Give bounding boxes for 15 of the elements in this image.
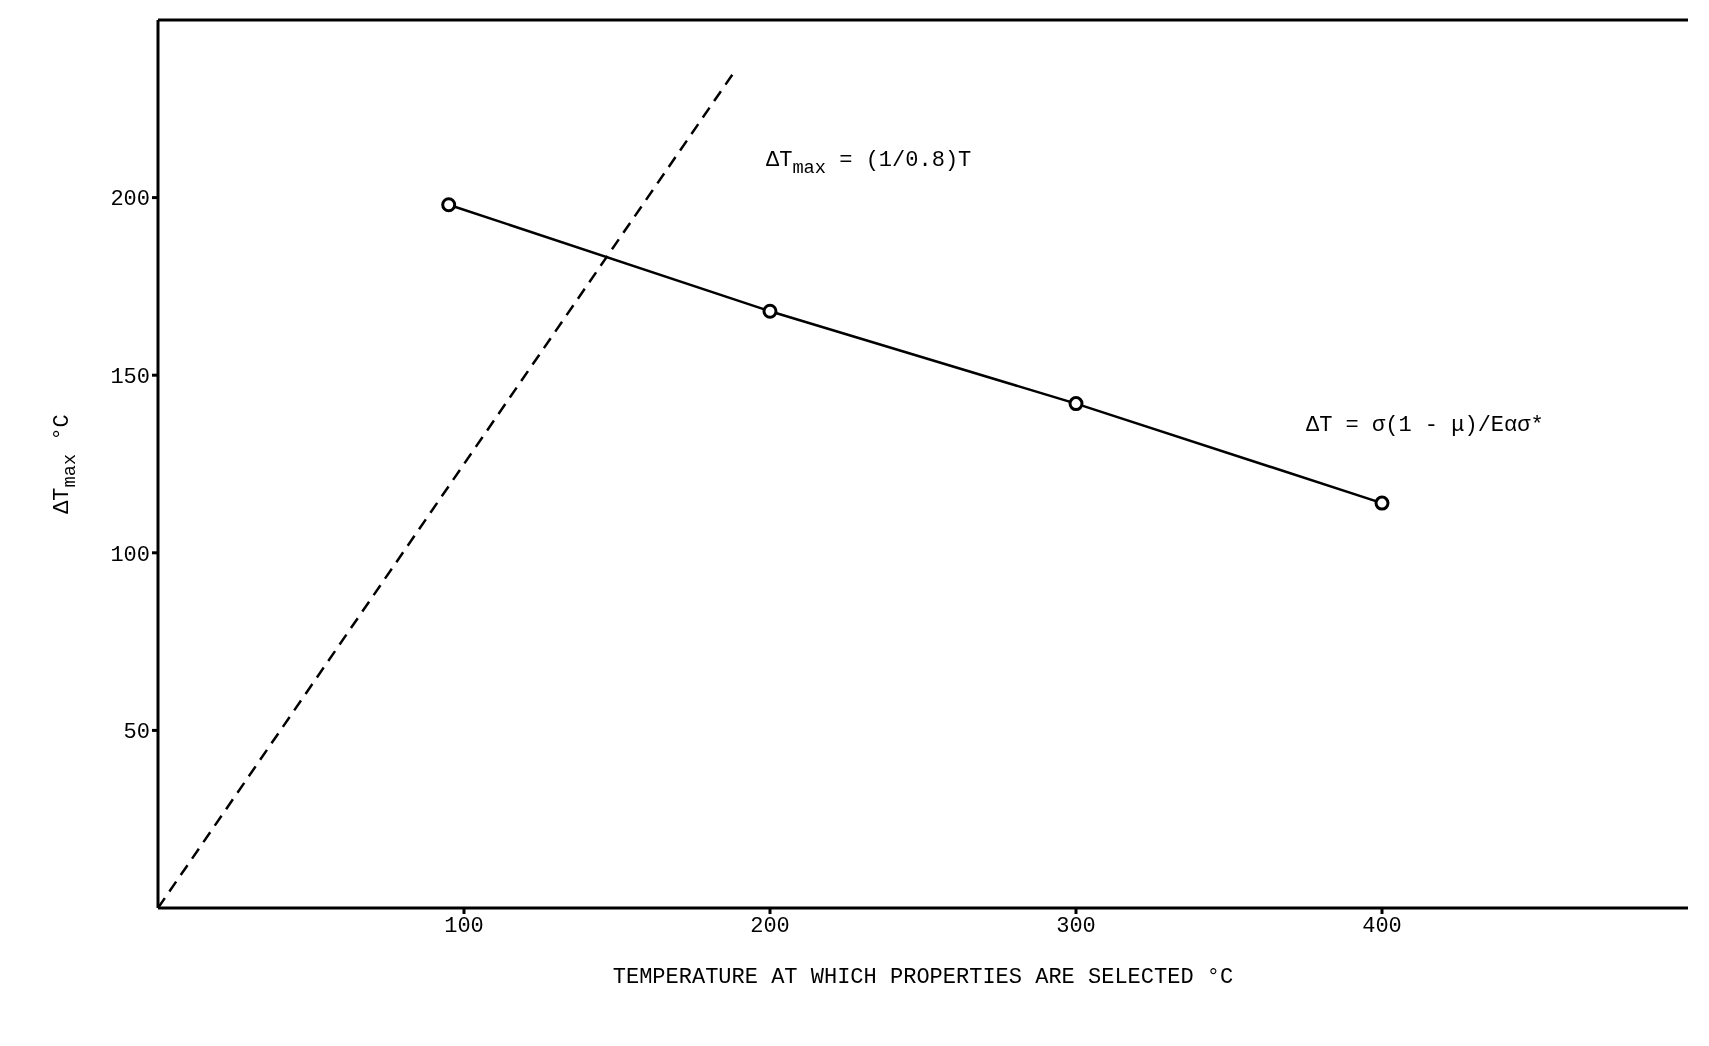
point (441, 197, 457, 213)
point (1068, 396, 1084, 412)
x-tick-label: 300 (1056, 913, 1096, 939)
y-tick-label: 100 (110, 542, 150, 568)
x-tick-label: 400 (1362, 913, 1402, 939)
point (762, 303, 778, 319)
y-tick-label: 200 (110, 187, 150, 213)
y-tick-label: 150 (110, 365, 150, 391)
annotation: ΔT = σ(1 - μ)/Eασ* (1306, 413, 1544, 438)
annotation: ΔT$_{max}$ = (1/0.8)T (766, 148, 972, 179)
point (1374, 495, 1390, 511)
x-axis-title: TEMPERATURE AT WHICH PROPERTIES ARE SELECTED °C (612, 965, 1234, 990)
x-tick-label: 200 (750, 913, 790, 939)
x-tick-label: 100 (444, 913, 484, 939)
y-tick-label: 50 (123, 720, 150, 746)
